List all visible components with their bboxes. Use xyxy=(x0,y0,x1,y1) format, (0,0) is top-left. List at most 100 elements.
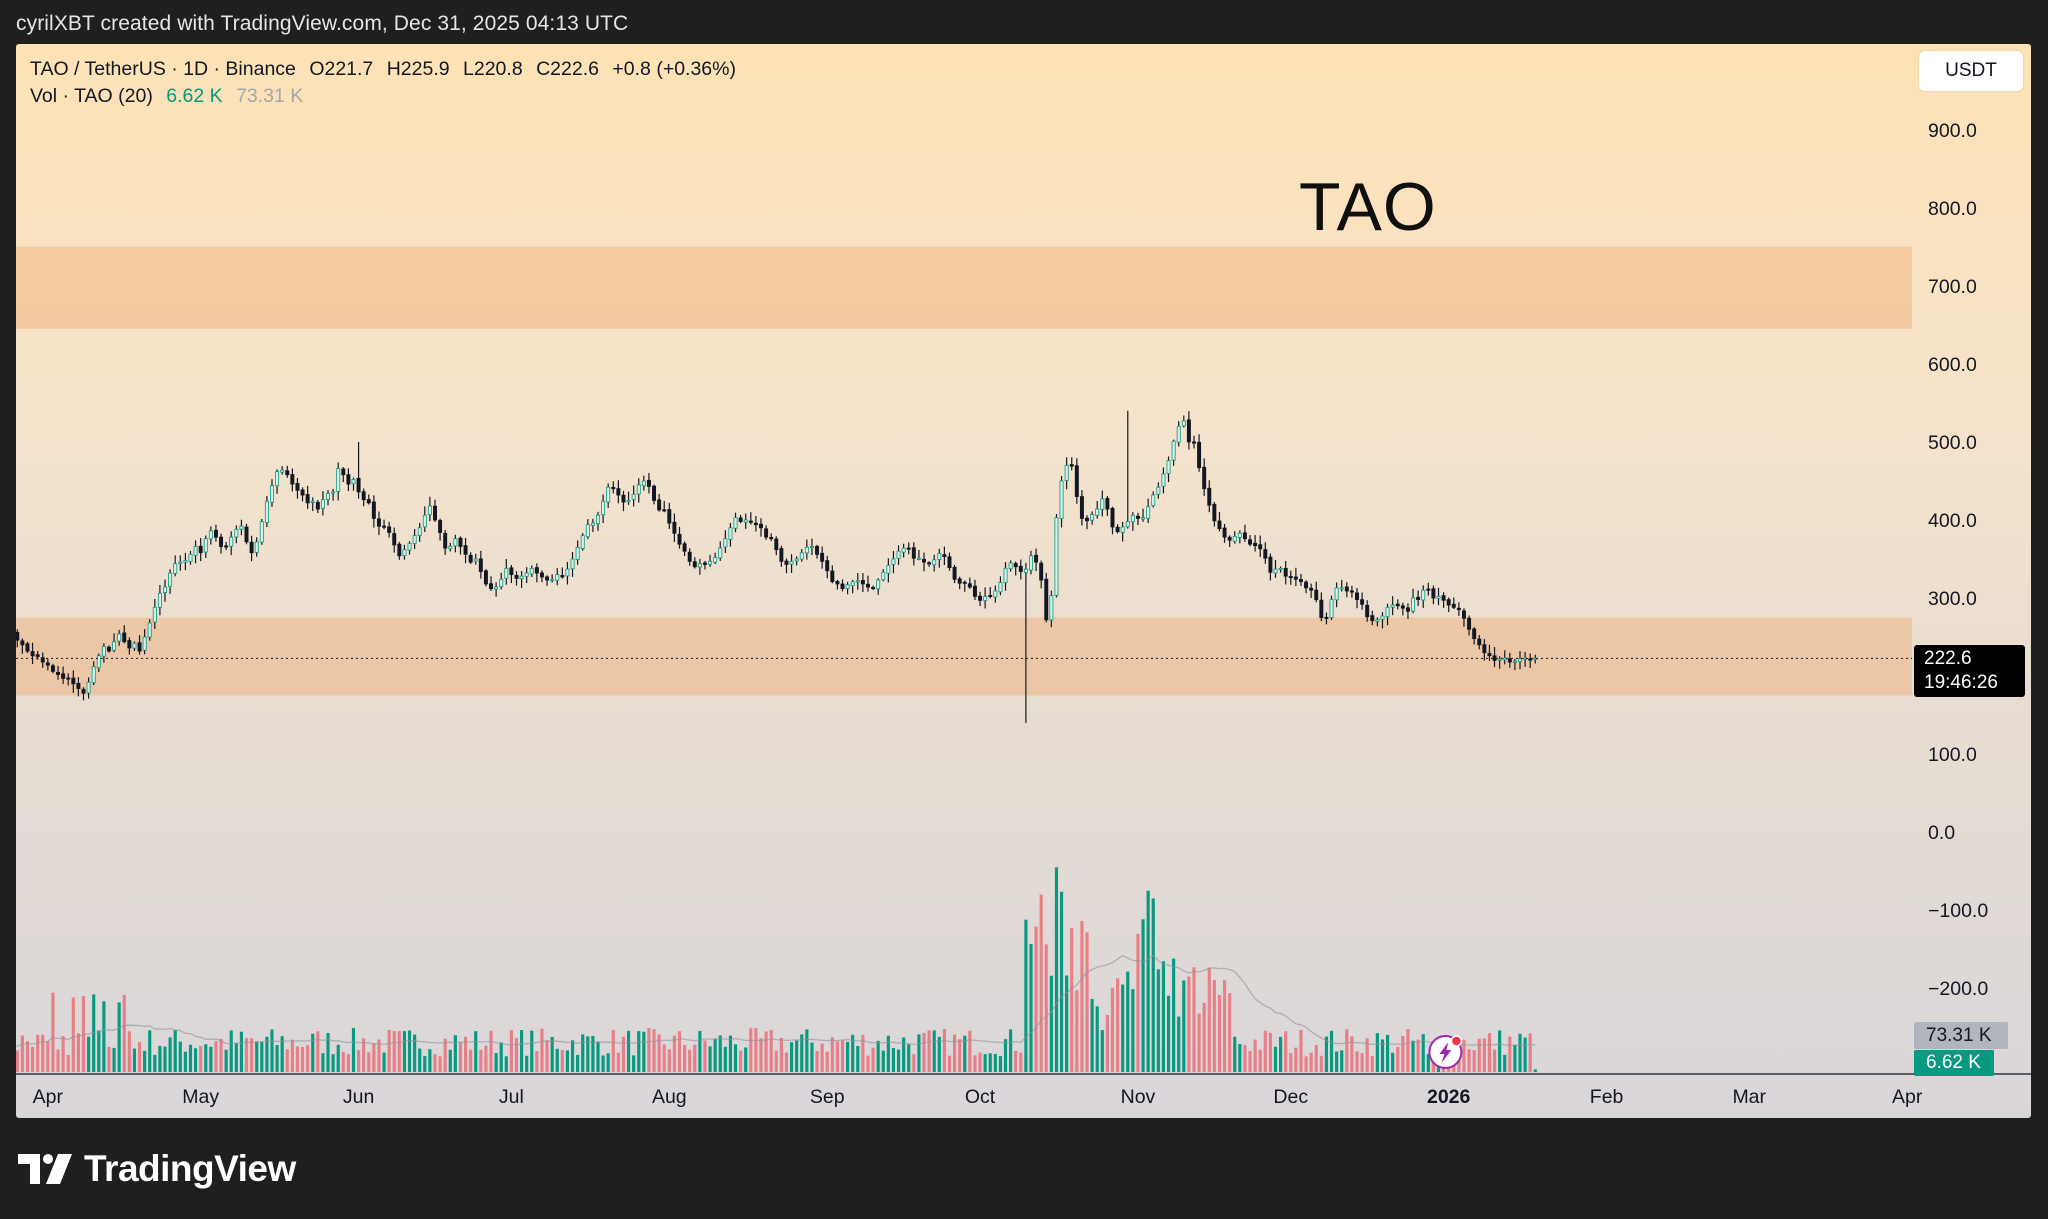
symbol-label[interactable]: TAO / TetherUS · 1D · Binance xyxy=(30,58,296,80)
candle-body xyxy=(667,509,672,524)
candle-body xyxy=(748,520,753,523)
candle-body xyxy=(692,561,697,568)
volume-bar xyxy=(71,997,75,1072)
candle xyxy=(173,555,178,577)
volume-bar xyxy=(1212,979,1216,1072)
candle xyxy=(1237,530,1242,544)
candle xyxy=(1069,457,1074,471)
candle xyxy=(1064,457,1069,490)
candle xyxy=(16,629,20,648)
volume-bar xyxy=(1024,919,1028,1072)
candle-body xyxy=(794,558,799,562)
candle xyxy=(285,465,290,478)
candle-body xyxy=(320,499,325,509)
x-tick-label: Jul xyxy=(499,1086,524,1108)
candle xyxy=(91,661,96,686)
candle xyxy=(1329,595,1334,621)
candle xyxy=(30,642,35,665)
candle-body xyxy=(137,642,142,652)
volume-bar xyxy=(947,1055,952,1072)
candle xyxy=(809,538,814,556)
volume-bar xyxy=(423,1056,427,1072)
volume-bar xyxy=(463,1036,468,1072)
candle-body xyxy=(254,541,259,553)
candle xyxy=(40,652,45,668)
candle-body xyxy=(988,594,993,597)
candle-body xyxy=(957,578,962,584)
volume-bar xyxy=(112,1047,116,1072)
candle-body xyxy=(759,523,763,529)
candle-body xyxy=(1487,652,1492,657)
candle xyxy=(198,537,203,562)
candle-body xyxy=(1528,658,1533,661)
candle-body xyxy=(911,547,916,559)
candle xyxy=(1130,512,1135,531)
close-value: C222.6 xyxy=(536,58,599,80)
volume-bar xyxy=(341,1052,345,1072)
volume-bar xyxy=(1365,1038,1369,1072)
candle-body xyxy=(1151,494,1156,506)
candle xyxy=(1222,523,1227,543)
candle xyxy=(753,516,758,532)
volume-bar xyxy=(1243,1045,1247,1072)
candle xyxy=(239,519,244,536)
candle xyxy=(519,570,524,588)
volume-bar xyxy=(784,1052,789,1072)
candle xyxy=(596,511,600,531)
candle-body xyxy=(280,469,285,473)
candle xyxy=(280,466,285,475)
volume-bar xyxy=(280,1036,284,1072)
candle-body xyxy=(932,559,937,566)
candle-body xyxy=(178,561,183,564)
volume-bar xyxy=(1370,1055,1374,1072)
candle-body xyxy=(499,578,504,588)
volume-bar xyxy=(886,1035,890,1072)
candle-body xyxy=(585,524,590,538)
volume-bar xyxy=(1279,1036,1283,1072)
candle xyxy=(916,549,921,561)
candle xyxy=(1217,512,1222,532)
candle xyxy=(1477,635,1482,650)
price-chart[interactable]: 900.0 800.0 700.0 600.0 500.0 400.0 300.0 100.0… xyxy=(16,44,2031,1118)
candle xyxy=(1375,617,1380,627)
candle xyxy=(422,506,427,533)
candle-body xyxy=(193,546,198,556)
volume-bar xyxy=(367,1052,371,1072)
candle-body xyxy=(876,579,881,590)
volume-bar xyxy=(504,1056,508,1072)
candle xyxy=(631,485,636,507)
candle xyxy=(1405,603,1410,619)
candle-body xyxy=(366,499,371,504)
candle xyxy=(927,561,932,567)
candle xyxy=(1049,590,1054,628)
chart-annotation-text: TAO xyxy=(1299,169,1437,245)
currency-button[interactable]: USDT xyxy=(1919,51,2023,91)
volume-bar xyxy=(1034,926,1038,1072)
volume-bar xyxy=(1508,1036,1512,1072)
candle-body xyxy=(1135,515,1140,519)
volume-indicator-label[interactable]: Vol · TAO (20) xyxy=(30,85,153,107)
candle-body xyxy=(1120,526,1125,533)
volume-bar xyxy=(46,1040,50,1072)
volume-bar xyxy=(1462,1039,1466,1072)
tradingview-logo[interactable]: TradingView xyxy=(18,1148,296,1190)
candle xyxy=(611,481,616,494)
candle xyxy=(382,519,387,530)
candle xyxy=(1355,587,1359,609)
volume-bar xyxy=(922,1032,926,1072)
volume-bar xyxy=(1385,1034,1390,1072)
chart-panel[interactable]: 900.0 800.0 700.0 600.0 500.0 400.0 300.0 100.0… xyxy=(16,44,2031,1118)
volume-bar xyxy=(968,1030,972,1072)
volume-bar xyxy=(30,1046,35,1072)
candle-body xyxy=(1263,549,1268,559)
x-tick-label: Aug xyxy=(652,1086,687,1108)
candle xyxy=(667,502,672,529)
candle-body xyxy=(203,538,208,553)
candle-body xyxy=(1446,599,1451,606)
last-price-value: 222.6 xyxy=(1924,648,1972,669)
volume-bar xyxy=(418,1048,422,1072)
volume-bar xyxy=(41,1034,45,1072)
candle xyxy=(1074,458,1079,504)
candle xyxy=(539,570,544,583)
candle xyxy=(840,579,845,592)
